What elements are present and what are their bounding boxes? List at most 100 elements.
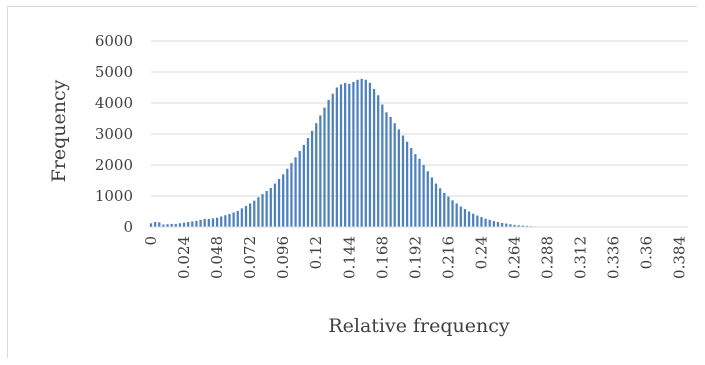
histogram-bar — [211, 218, 215, 227]
histogram-bar — [472, 213, 475, 227]
histogram-bar — [302, 144, 305, 227]
histogram-bar — [356, 79, 359, 227]
histogram-bar — [327, 99, 330, 227]
histogram-bar — [315, 123, 318, 227]
histogram-bar — [224, 215, 227, 227]
histogram-bar — [401, 135, 405, 227]
histogram-bar — [166, 224, 169, 227]
histogram-bar — [463, 209, 467, 227]
histogram-bar — [149, 223, 153, 227]
histogram-bar — [335, 87, 339, 227]
histogram-bar — [306, 138, 310, 227]
histogram-bar — [265, 191, 268, 227]
histogram-bar — [162, 224, 165, 227]
histogram-bar — [215, 217, 219, 227]
histogram-bar — [484, 218, 487, 227]
histogram-bar — [439, 188, 442, 227]
histogram-bar — [199, 219, 202, 227]
histogram-bar — [174, 223, 177, 227]
y-tick-label: 6000 — [95, 32, 133, 50]
histogram-bar — [282, 174, 285, 227]
x-tick-label: 0.288 — [539, 236, 557, 279]
histogram-bar — [434, 183, 438, 227]
histogram-bar — [447, 196, 450, 227]
histogram-bar — [372, 89, 376, 227]
histogram-bar — [513, 224, 516, 227]
y-tick-label: 0 — [123, 218, 133, 236]
histogram-bar — [170, 223, 173, 227]
histogram-bar — [240, 208, 244, 227]
x-tick-label: 0.36 — [638, 236, 656, 269]
x-tick-label: 0.144 — [340, 236, 358, 279]
histogram-bar — [232, 212, 235, 227]
x-tick-label: 0.24 — [472, 236, 490, 269]
histogram-bar — [525, 225, 529, 227]
histogram-bar — [294, 157, 297, 227]
histogram-bar — [182, 222, 186, 227]
histogram-bar — [207, 218, 210, 227]
histogram-bar — [257, 197, 260, 227]
bars — [149, 78, 566, 228]
histogram-bar — [348, 83, 351, 227]
histogram-bar — [352, 81, 355, 227]
histogram-bar — [368, 82, 372, 227]
histogram-bar — [393, 123, 396, 227]
x-tick-label: 0.048 — [208, 236, 226, 279]
x-tick-label: 0.12 — [307, 236, 325, 269]
x-tick-label: 0.216 — [439, 236, 457, 279]
histogram-bar — [517, 225, 520, 227]
histogram-bar — [153, 222, 157, 227]
histogram-bar — [290, 163, 293, 227]
histogram-bar — [360, 78, 363, 227]
histogram-bar — [496, 222, 500, 227]
histogram-bar — [521, 225, 524, 227]
histogram-bar — [273, 183, 277, 227]
histogram-bar — [476, 215, 479, 227]
histogram-bar — [195, 220, 198, 227]
x-tick-label: 0.384 — [671, 236, 689, 279]
histogram-bar — [310, 130, 314, 227]
x-tick-label: 0.312 — [572, 236, 590, 279]
histogram-bar — [451, 200, 454, 227]
x-tick-label: 0.024 — [175, 236, 193, 279]
histogram-bar — [410, 147, 413, 227]
histogram-bar — [430, 177, 434, 227]
y-tick-label: 2000 — [95, 156, 133, 174]
histogram-bar — [389, 116, 392, 227]
histogram-bar — [244, 205, 248, 227]
histogram-bar — [187, 222, 190, 227]
histogram-bar — [492, 221, 495, 227]
histogram-bar — [397, 129, 400, 227]
x-tick-label: 0.264 — [506, 236, 524, 279]
histogram-bar — [414, 154, 417, 227]
histogram-bar — [344, 82, 347, 227]
histogram-bar — [253, 200, 256, 227]
histogram-bar — [339, 84, 343, 228]
x-tick-label: 0.336 — [605, 236, 623, 279]
histogram-bar — [269, 187, 272, 227]
histogram-bar — [405, 141, 409, 227]
histogram-bar — [509, 224, 512, 227]
x-axis-title: Relative frequency — [328, 315, 510, 337]
x-tick-label: 0.096 — [274, 236, 292, 279]
histogram-bar — [158, 222, 161, 227]
histogram-bar — [467, 211, 471, 227]
y-tick-label: 4000 — [95, 94, 133, 112]
histogram-bar — [236, 210, 239, 227]
y-tick-label: 1000 — [95, 187, 133, 205]
histogram-bar — [459, 206, 462, 227]
histogram-bar — [418, 158, 421, 227]
x-tick-label: 0 — [142, 236, 160, 246]
histogram-bar — [488, 219, 491, 227]
y-tick-label: 5000 — [95, 63, 133, 81]
histogram-bar — [500, 222, 504, 227]
histogram-bar — [364, 79, 367, 227]
x-tick-label: 0.192 — [406, 236, 424, 279]
histogram-bar — [220, 216, 223, 227]
chart-area: 0 1000 2000 3000 4000 5000 6000 0 0.024 0.048 0.0… — [7, 6, 697, 358]
histogram-bar — [505, 223, 508, 227]
histogram-bar — [178, 223, 182, 227]
histogram-bar — [249, 203, 252, 227]
histogram-bar — [385, 112, 388, 227]
histogram-bar — [203, 218, 206, 227]
